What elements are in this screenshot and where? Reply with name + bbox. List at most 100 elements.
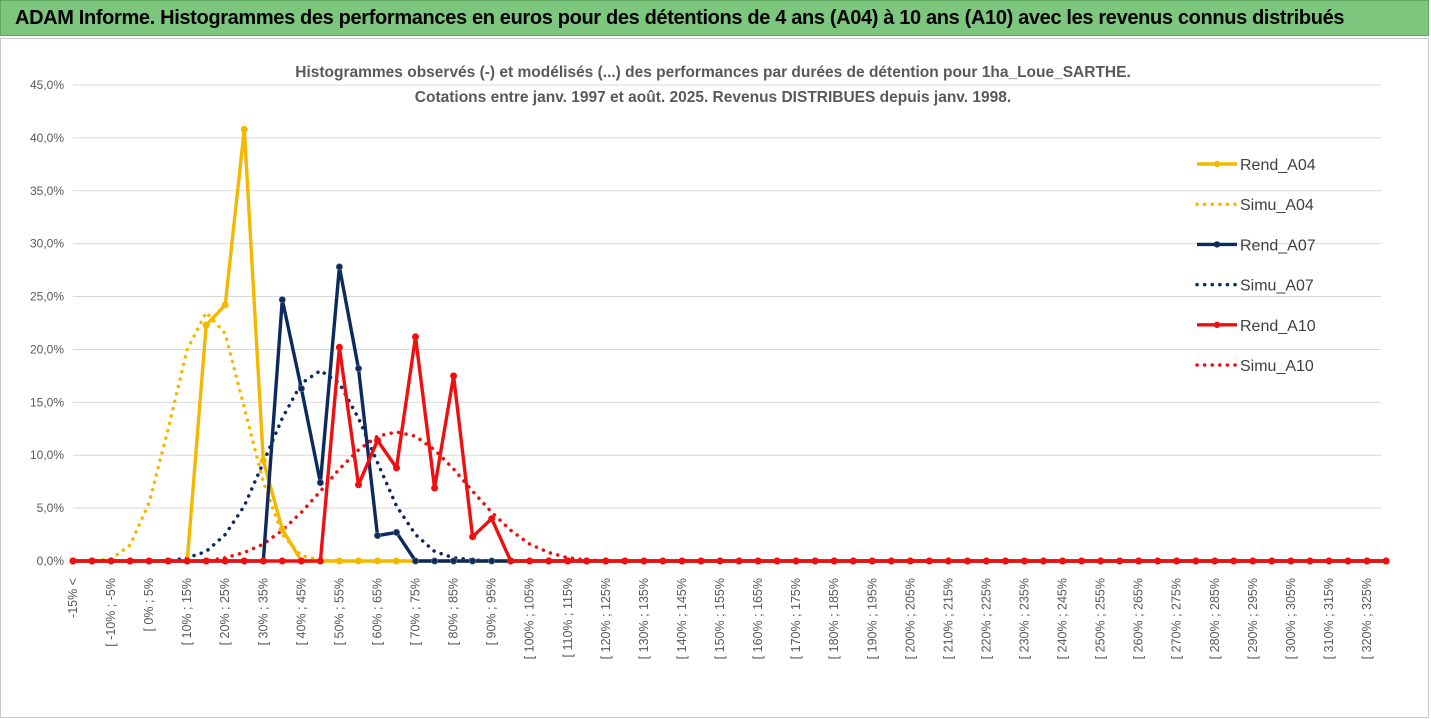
data-point	[1020, 557, 1028, 565]
data-point	[1192, 557, 1200, 565]
data-point	[773, 557, 781, 565]
x-tick-label: [ 230% ; 235%	[1018, 578, 1032, 659]
y-axis: 0,0% 5,0% 10,0% 15,0% 20,0% 25,0% 30,0% 35,0% 40…	[30, 78, 64, 568]
data-point	[1211, 557, 1219, 565]
y-tick-label: 10,0%	[30, 448, 64, 462]
x-tick-label: [ 160% ; 165%	[751, 578, 765, 659]
series-rend-a10	[69, 333, 1390, 565]
data-point	[1249, 557, 1257, 565]
x-tick-label: [ 120% ; 125%	[599, 578, 613, 659]
data-point	[963, 557, 971, 565]
legend-item: Simu_A04	[1195, 197, 1314, 214]
gridlines	[73, 84, 1381, 562]
data-point	[906, 557, 914, 565]
data-point	[392, 528, 400, 536]
data-point	[183, 557, 191, 565]
data-point	[754, 557, 762, 565]
line-chart: Histogrammes observés (-) et modélisés (…	[30, 64, 1390, 659]
data-point	[1268, 557, 1276, 565]
x-tick-label: [ 10% ; 15%	[180, 578, 194, 645]
x-tick-label: [ 220% ; 225%	[979, 578, 993, 659]
y-tick-label: 15,0%	[30, 395, 64, 409]
data-point	[735, 557, 743, 565]
x-tick-label: [ 80% ; 85%	[447, 578, 461, 645]
data-point	[354, 364, 362, 372]
series-line	[71, 430, 1388, 563]
data-point	[259, 557, 267, 565]
x-tick-label: [ 200% ; 205%	[903, 578, 917, 659]
data-point	[373, 436, 381, 444]
x-tick-label: [ 60% ; 65%	[370, 578, 384, 645]
data-point	[297, 385, 305, 393]
x-tick-label: [ 280% ; 285%	[1208, 578, 1222, 659]
x-tick-label: [ 290% ; 295%	[1246, 578, 1260, 659]
data-point	[1287, 557, 1295, 565]
data-point	[240, 125, 248, 133]
data-point	[316, 557, 324, 565]
data-point	[792, 557, 800, 565]
legend-item: Rend_A07	[1197, 237, 1316, 254]
data-point	[411, 557, 419, 565]
banner-title: ADAM Informe. Histogrammes des performan…	[15, 7, 1345, 29]
y-tick-label: 25,0%	[30, 290, 64, 304]
y-tick-label: 5,0%	[37, 501, 65, 515]
x-tick-label: [ 260% ; 265%	[1132, 578, 1146, 659]
legend-label: Rend_A07	[1240, 237, 1316, 254]
data-point	[1173, 557, 1181, 565]
data-point	[1325, 557, 1333, 565]
data-point	[88, 557, 96, 565]
data-point	[411, 333, 419, 341]
data-point	[278, 525, 286, 533]
data-point	[69, 557, 77, 565]
data-point	[982, 557, 990, 565]
x-tick-label: [ 150% ; 155%	[713, 578, 727, 659]
x-tick-label: [ 170% ; 175%	[789, 578, 803, 659]
data-point	[488, 557, 496, 565]
data-point	[373, 557, 381, 565]
legend-label: Simu_A07	[1240, 278, 1314, 295]
data-point	[1097, 557, 1105, 565]
y-tick-label: 0,0%	[37, 554, 65, 568]
data-point	[925, 557, 933, 565]
series-layer	[69, 125, 1390, 565]
data-point	[602, 557, 610, 565]
x-tick-label: [ 0% ; 5%	[142, 578, 156, 632]
data-point	[1116, 557, 1124, 565]
data-point	[1382, 557, 1390, 565]
data-point	[640, 557, 648, 565]
series-line	[73, 335, 1387, 563]
data-point	[278, 557, 286, 565]
data-point	[564, 557, 572, 565]
y-tick-label: 20,0%	[30, 342, 64, 356]
data-point	[259, 456, 267, 464]
data-point	[297, 557, 305, 565]
x-tick-label: [ 210% ; 215%	[941, 578, 955, 659]
legend-label: Simu_A10	[1240, 358, 1314, 375]
x-tick-label: [ 240% ; 245%	[1056, 578, 1070, 659]
legend-label: Simu_A04	[1240, 197, 1314, 214]
data-point	[1363, 557, 1371, 565]
data-point	[221, 557, 229, 565]
data-point	[1135, 557, 1143, 565]
data-point	[887, 557, 895, 565]
x-tick-label: [ 100% ; 105%	[523, 578, 537, 659]
data-point	[240, 557, 248, 565]
x-tick-label: [ 310% ; 315%	[1322, 578, 1336, 659]
x-tick-label: -15% <	[66, 578, 80, 618]
x-tick-label: [ 30% ; 35%	[256, 578, 270, 645]
data-point	[145, 557, 153, 565]
data-point	[354, 557, 362, 565]
legend: Rend_A04 Simu_A04 Rend_A07 Simu_A07 Rend_A10…	[1195, 157, 1316, 375]
legend-item: Rend_A10	[1197, 318, 1316, 335]
data-point	[202, 321, 210, 329]
data-point	[621, 557, 629, 565]
data-point	[1001, 557, 1009, 565]
chart-subtitle: Cotations entre janv. 1997 et août. 2025…	[415, 89, 1011, 106]
x-tick-label: [ 190% ; 195%	[865, 578, 879, 659]
x-tick-label: [ 300% ; 305%	[1284, 578, 1298, 659]
data-point	[126, 557, 134, 565]
data-point	[316, 479, 324, 487]
legend-marker	[1213, 160, 1221, 168]
x-tick-label: [ 270% ; 275%	[1170, 578, 1184, 659]
data-point	[1344, 557, 1352, 565]
